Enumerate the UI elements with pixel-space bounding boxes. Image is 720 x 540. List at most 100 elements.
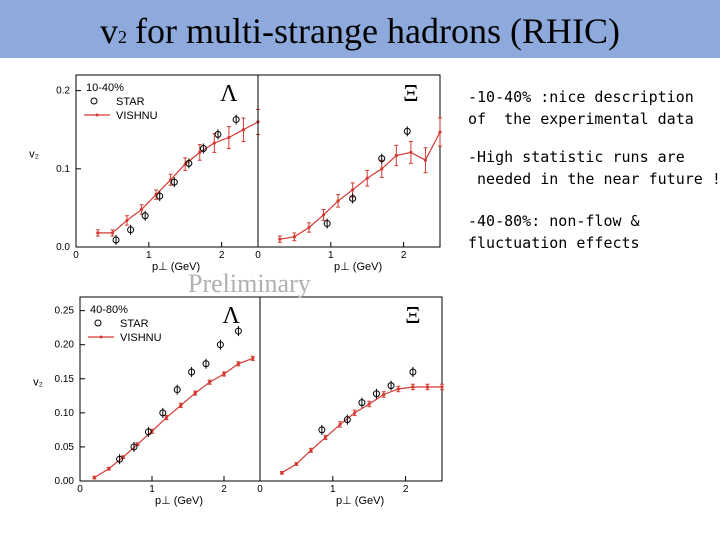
- star-point: [202, 360, 210, 368]
- star-point: [159, 409, 167, 417]
- vishnu-point: [107, 467, 111, 471]
- legend-label: VISHNU: [116, 110, 158, 122]
- vishnu-point: [336, 199, 340, 203]
- vishnu-point: [179, 403, 183, 407]
- particle-label: Ξ: [403, 81, 418, 107]
- title-bar: [0, 0, 720, 58]
- note-line: fluctuation effects: [468, 234, 640, 252]
- legend-label: STAR: [116, 96, 145, 108]
- x-tick-label: 0: [255, 250, 261, 261]
- particle-label: Λ: [222, 303, 240, 329]
- vishnu-point: [353, 411, 357, 415]
- vishnu-point: [309, 448, 313, 452]
- vishnu-point: [367, 402, 371, 406]
- star-point: [234, 327, 242, 335]
- vishnu-point: [382, 392, 386, 397]
- x-tick-label: 2: [219, 250, 225, 261]
- star-point: [349, 195, 357, 203]
- vishnu-point: [208, 380, 212, 384]
- x-axis-label: p⊥ (GeV): [152, 261, 200, 273]
- star-point: [387, 382, 395, 390]
- legend-label: STAR: [120, 318, 149, 330]
- vishnu-point: [241, 128, 246, 132]
- star-point: [116, 455, 124, 463]
- vishnu-point: [323, 435, 328, 439]
- title-text: for multi-strange hadrons (RHIC): [135, 11, 620, 51]
- legend-centrality: 10-40%: [86, 82, 124, 94]
- vishnu-point: [92, 475, 96, 480]
- vishnu-point: [365, 176, 369, 180]
- plot-frame: [257, 74, 441, 248]
- x-tick-label: 1: [328, 250, 334, 261]
- vishnu-point: [236, 362, 240, 366]
- legend-vishnu-marker: [95, 113, 99, 117]
- star-point: [214, 130, 222, 138]
- vishnu-point: [292, 235, 296, 239]
- particle-label: Ξ: [405, 303, 420, 329]
- vishnu-point: [409, 150, 413, 154]
- y-axis-label: v₂: [33, 376, 43, 388]
- star-point: [170, 178, 178, 186]
- star-point: [358, 399, 366, 407]
- y-tick-label: 0.20: [55, 340, 75, 351]
- vishnu-point: [251, 356, 255, 360]
- x-tick-label: 0: [73, 250, 79, 261]
- x-tick-label: 0: [77, 484, 83, 495]
- x-tick-label: 2: [401, 250, 407, 261]
- star-point: [156, 192, 164, 200]
- star-point: [232, 116, 240, 124]
- note-line: -40-80%: non-flow &: [468, 212, 640, 230]
- vishnu-line: [279, 131, 441, 240]
- x-tick-label: 2: [221, 484, 227, 495]
- vishnu-point: [425, 385, 430, 389]
- y-tick-label: 0.10: [55, 408, 75, 419]
- vishnu-point: [164, 416, 168, 420]
- vishnu-point: [294, 462, 298, 466]
- x-tick-label: 1: [149, 484, 155, 495]
- note-line: -10-40% :nice description: [468, 88, 694, 106]
- star-point: [323, 220, 331, 228]
- vishnu-point: [222, 372, 226, 376]
- vishnu-point: [193, 391, 197, 395]
- vishnu-point: [394, 153, 398, 158]
- star-point: [372, 390, 380, 398]
- vishnu-point: [278, 237, 282, 241]
- page-title: v2 for multi-strange hadrons (RHIC): [0, 0, 720, 58]
- vishnu-line: [97, 121, 259, 234]
- star-point: [185, 159, 193, 167]
- vishnu-point: [351, 188, 355, 192]
- x-tick-label: 0: [257, 484, 263, 495]
- star-point: [318, 426, 326, 434]
- note-line: of the experimental data: [468, 110, 694, 128]
- star-point: [144, 428, 152, 436]
- vishnu-point: [423, 158, 428, 162]
- vishnu-point: [440, 385, 444, 389]
- star-point: [378, 155, 386, 163]
- legend-star-marker: [94, 319, 102, 327]
- note-line: needed in the near future !: [468, 170, 720, 188]
- y-tick-label: 0.15: [55, 374, 75, 385]
- x-tick-label: 2: [403, 484, 409, 495]
- y-axis-label: v₂: [29, 149, 39, 161]
- legend-star-marker: [90, 97, 98, 105]
- x-tick-label: 1: [146, 250, 152, 261]
- vishnu-point: [438, 130, 442, 134]
- vishnu-point: [396, 387, 400, 391]
- vishnu-point: [198, 150, 202, 154]
- star-point: [403, 127, 411, 135]
- vishnu-point: [411, 385, 415, 389]
- particle-label: Λ: [220, 81, 238, 107]
- legend-label: VISHNU: [120, 332, 162, 344]
- star-point: [130, 443, 138, 451]
- legend-vishnu-marker: [99, 335, 103, 339]
- x-axis-label: p⊥ (GeV): [334, 261, 382, 273]
- x-axis-label: p⊥ (GeV): [155, 495, 203, 507]
- vishnu-point: [110, 231, 114, 235]
- note-line: -High statistic runs are: [468, 148, 685, 166]
- vishnu-point: [380, 167, 384, 171]
- vishnu-point: [227, 135, 231, 140]
- star-point: [188, 368, 196, 376]
- x-tick-label: 1: [330, 484, 336, 495]
- vishnu-point: [139, 207, 144, 212]
- vishnu-point: [307, 225, 311, 230]
